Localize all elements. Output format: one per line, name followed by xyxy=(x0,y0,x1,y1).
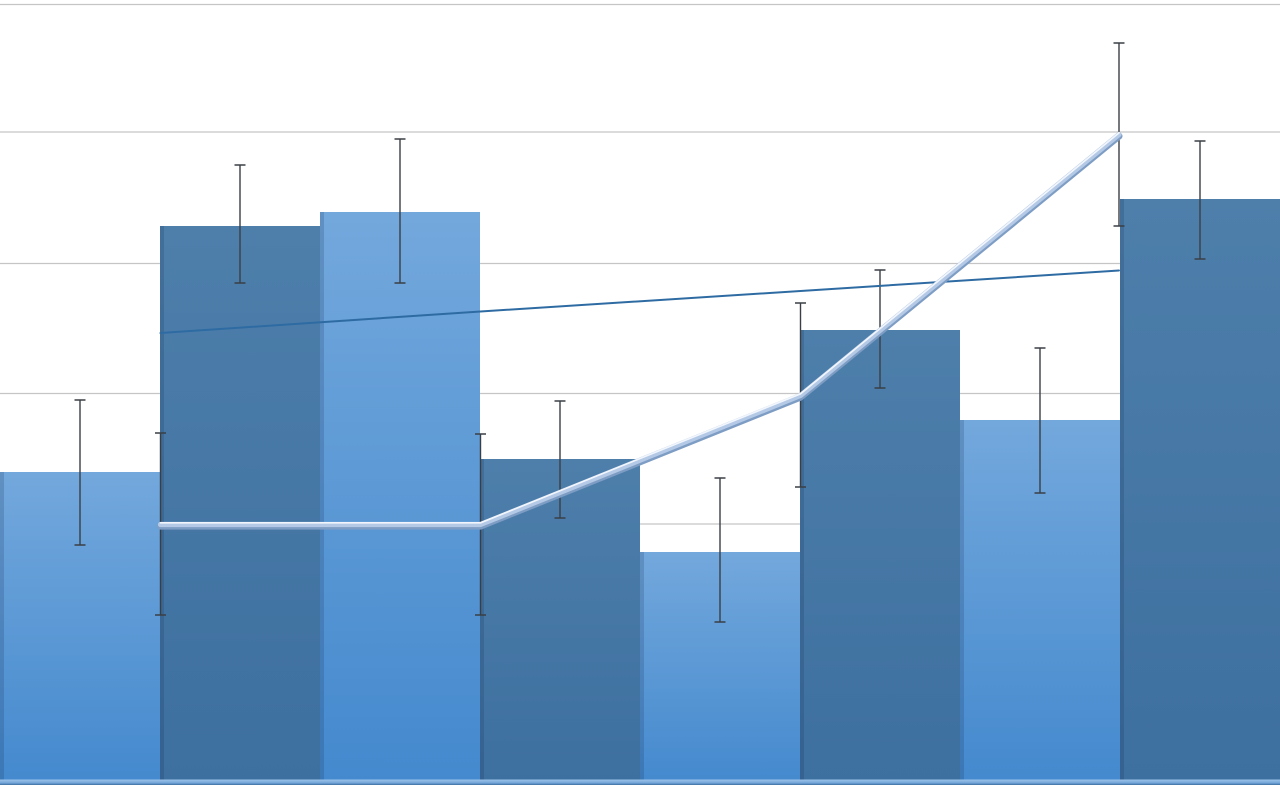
error-bar-whisker xyxy=(1194,140,1206,260)
bar-light xyxy=(320,212,480,785)
bar-left-bevel xyxy=(1120,199,1124,785)
error-bar-whisker xyxy=(714,477,726,623)
error-bar-whisker xyxy=(394,138,406,284)
bar-left-bevel xyxy=(480,459,484,785)
bar-left-bevel xyxy=(320,212,324,785)
axis-baseline-edge xyxy=(0,783,1280,785)
bar-left-bevel xyxy=(160,226,164,785)
error-bar-whisker xyxy=(74,399,86,546)
bar-dark xyxy=(1120,199,1280,785)
bar-dark xyxy=(160,226,320,785)
bar-left-bevel xyxy=(640,552,644,785)
error-bar-whisker xyxy=(554,400,566,519)
bar-left-bevel xyxy=(0,472,4,785)
thick-trend-line-highlight xyxy=(159,131,1120,524)
bar-dark xyxy=(800,330,960,785)
bar-left-bevel xyxy=(800,330,804,785)
bar-left-bevel xyxy=(960,420,964,785)
error-bar-whisker xyxy=(234,164,246,284)
error-bar-whisker xyxy=(1034,347,1046,494)
thin-trend-line xyxy=(159,269,1120,334)
axis-baseline-strip xyxy=(0,779,1280,785)
thick-trend-line-main xyxy=(157,131,1122,528)
